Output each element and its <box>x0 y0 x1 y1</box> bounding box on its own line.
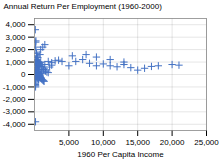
svg-text:-2,000: -2,000 <box>3 95 26 104</box>
svg-text:-3,000: -3,000 <box>3 107 26 116</box>
svg-text:10,000: 10,000 <box>91 138 116 147</box>
svg-text:-1,000: -1,000 <box>3 83 26 92</box>
svg-text:0: 0 <box>21 70 26 79</box>
svg-text:3,000: 3,000 <box>5 33 26 42</box>
svg-text:1,000: 1,000 <box>5 58 26 67</box>
svg-text:20,000: 20,000 <box>160 138 185 147</box>
svg-text:Annual Return Per Employment (: Annual Return Per Employment (1960-2000) <box>4 2 163 11</box>
svg-text:5,000: 5,000 <box>59 138 80 147</box>
svg-text:-4,000: -4,000 <box>3 120 26 129</box>
svg-text:25,000: 25,000 <box>194 138 219 147</box>
svg-text:4,000: 4,000 <box>5 20 26 29</box>
svg-text:15,000: 15,000 <box>125 138 150 147</box>
svg-text:1960 Per Capita Income: 1960 Per Capita Income <box>77 150 164 159</box>
svg-text:2,000: 2,000 <box>5 45 26 54</box>
